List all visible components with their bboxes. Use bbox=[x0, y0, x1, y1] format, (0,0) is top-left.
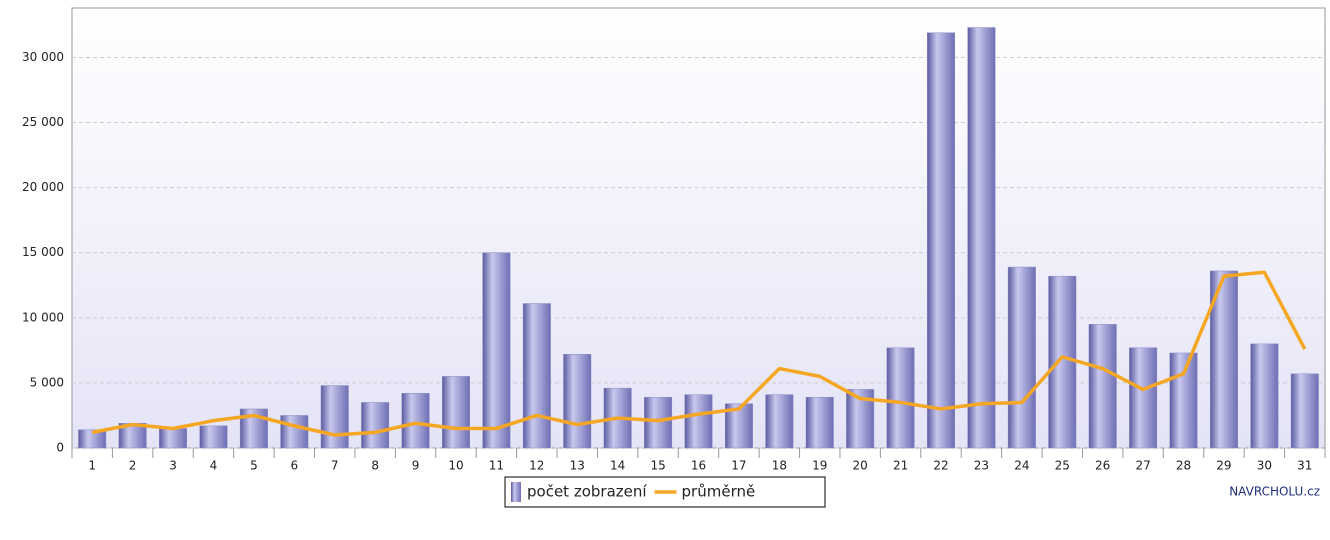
bar bbox=[684, 394, 713, 449]
y-tick-label: 30 000 bbox=[22, 50, 64, 64]
x-tick-label: 20 bbox=[853, 459, 868, 473]
x-tick-label: 2 bbox=[129, 459, 137, 473]
x-tick-label: 28 bbox=[1176, 459, 1191, 473]
bar bbox=[1169, 352, 1198, 449]
x-tick-label: 10 bbox=[448, 459, 463, 473]
line bbox=[91, 270, 1307, 437]
x-tick-label: 8 bbox=[371, 459, 379, 473]
x-tick-label: 29 bbox=[1216, 459, 1231, 473]
bar bbox=[927, 32, 956, 449]
x-tick-label: 27 bbox=[1135, 459, 1150, 473]
x-tick-label: 6 bbox=[290, 459, 298, 473]
x-tick-label: 14 bbox=[610, 459, 625, 473]
bar bbox=[563, 354, 592, 449]
bar bbox=[320, 385, 349, 449]
x-tick-label: 26 bbox=[1095, 459, 1110, 473]
bar bbox=[280, 415, 309, 449]
bar bbox=[1048, 275, 1077, 449]
x-tick-label: 25 bbox=[1055, 459, 1070, 473]
bar bbox=[1129, 347, 1158, 449]
y-tick-label: 25 000 bbox=[22, 115, 64, 129]
x-tick-label: 1 bbox=[88, 459, 96, 473]
bar bbox=[78, 429, 107, 449]
bar bbox=[199, 425, 228, 449]
x-tick-label: 19 bbox=[812, 459, 827, 473]
x-tick-label: 12 bbox=[529, 459, 544, 473]
x-tick-label: 31 bbox=[1297, 459, 1312, 473]
bar bbox=[401, 393, 430, 449]
bar bbox=[1088, 324, 1117, 449]
y-tick-label: 15 000 bbox=[22, 245, 64, 259]
bar bbox=[886, 347, 915, 449]
bar bbox=[159, 428, 188, 449]
x-tick-label: 13 bbox=[570, 459, 585, 473]
x-tick-label: 24 bbox=[1014, 459, 1029, 473]
x-tick-label: 5 bbox=[250, 459, 258, 473]
x-tick-label: 9 bbox=[412, 459, 420, 473]
bar bbox=[1250, 343, 1279, 449]
y-tick-label: 10 000 bbox=[22, 310, 64, 324]
bar bbox=[1007, 266, 1036, 449]
x-tick-label: 16 bbox=[691, 459, 706, 473]
y-tick-label: 5 000 bbox=[30, 375, 64, 389]
x-tick-label: 3 bbox=[169, 459, 177, 473]
bar bbox=[361, 402, 390, 449]
bar bbox=[1290, 373, 1319, 449]
bar bbox=[644, 396, 673, 449]
y-tick-label: 0 bbox=[56, 441, 64, 455]
bar bbox=[805, 396, 834, 449]
legend-label: počet zobrazení bbox=[527, 483, 647, 501]
x-tick-label: 23 bbox=[974, 459, 989, 473]
x-tick-label: 11 bbox=[489, 459, 504, 473]
x-tick-label: 18 bbox=[772, 459, 787, 473]
x-tick-label: 22 bbox=[933, 459, 948, 473]
x-tick-label: 17 bbox=[731, 459, 746, 473]
y-tick-label: 20 000 bbox=[22, 180, 64, 194]
x-tick-label: 7 bbox=[331, 459, 339, 473]
bar bbox=[765, 394, 794, 449]
bar bbox=[441, 376, 470, 449]
x-tick-label: 15 bbox=[650, 459, 665, 473]
watermark: NAVRCHOLU.cz bbox=[1229, 485, 1320, 499]
x-tick-label: 30 bbox=[1257, 459, 1272, 473]
bar bbox=[522, 303, 551, 449]
legend-swatch bbox=[511, 482, 521, 502]
legend-label: průměrně bbox=[682, 483, 756, 501]
x-tick-label: 21 bbox=[893, 459, 908, 473]
bar bbox=[967, 27, 996, 449]
bar bbox=[482, 252, 511, 449]
x-tick-label: 4 bbox=[210, 459, 218, 473]
